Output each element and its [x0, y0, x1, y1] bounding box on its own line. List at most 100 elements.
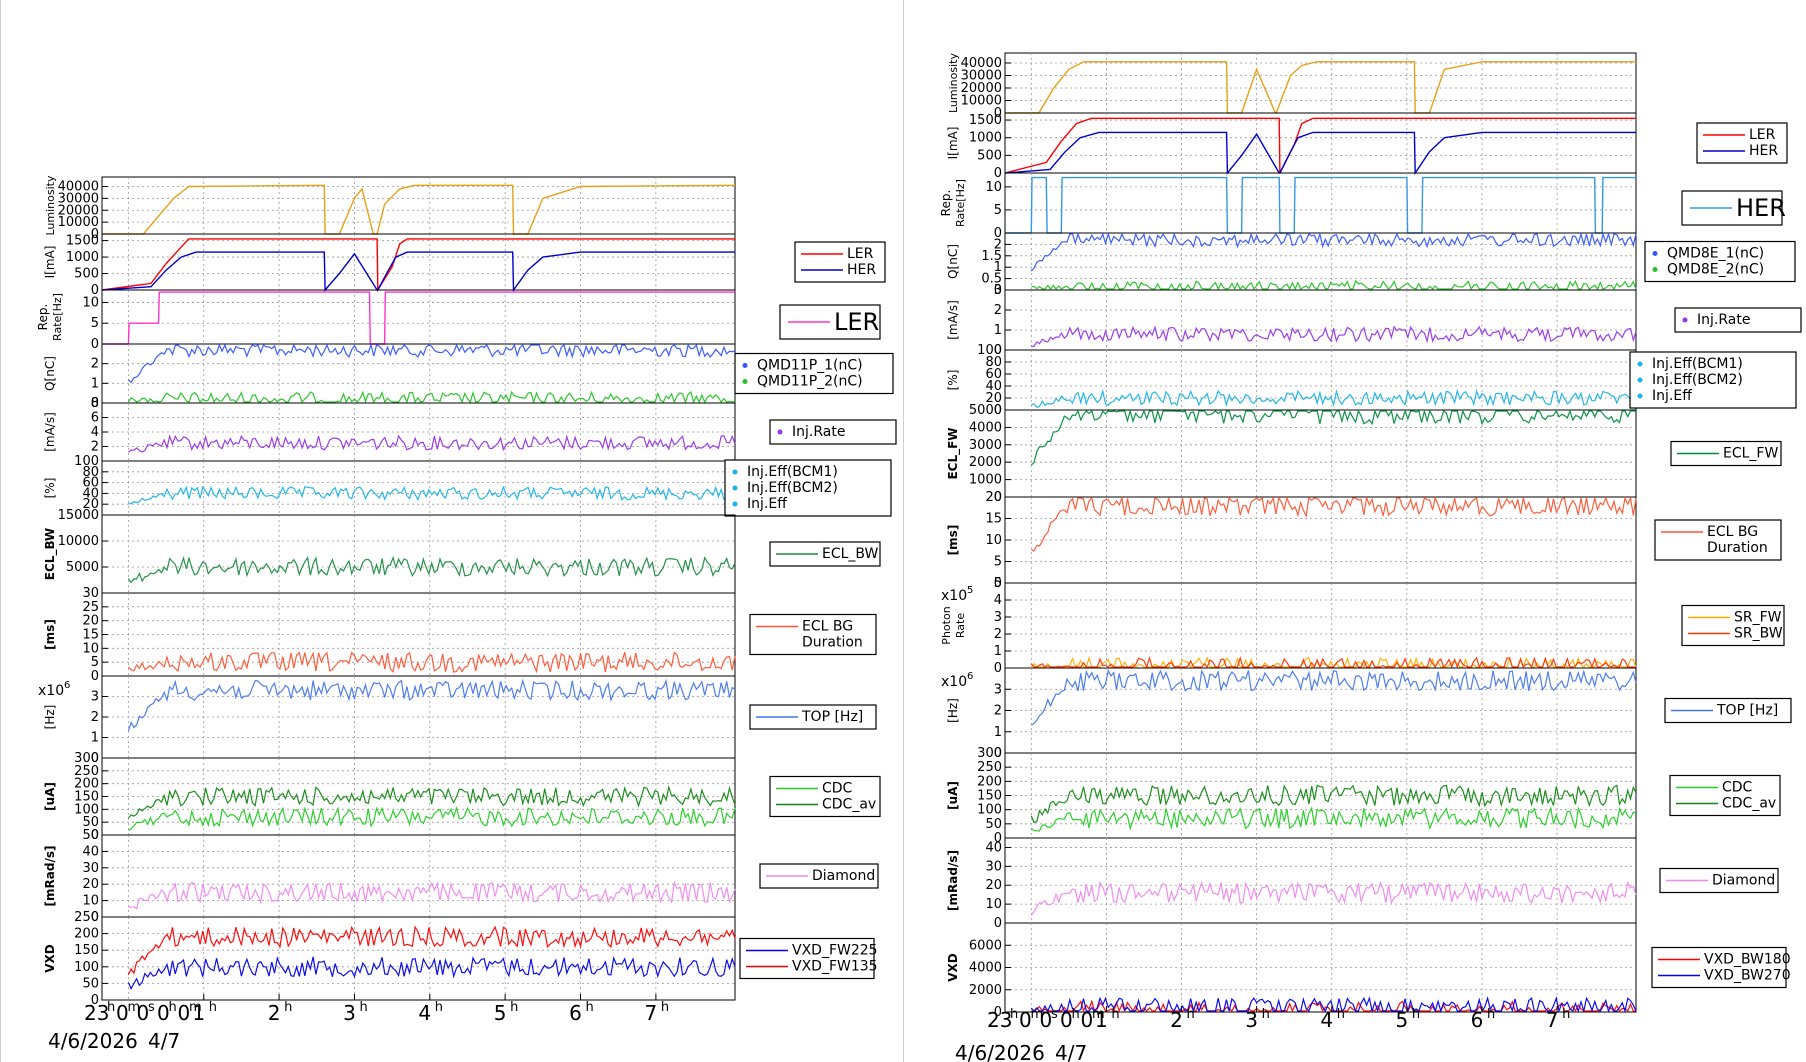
legend: Inj.Rate: [769, 419, 897, 445]
y-tick-label: 0: [91, 993, 99, 1008]
hour-tick-label: 4: [418, 1001, 431, 1025]
strip-1-5: 100806040200[%]Inj.Eff(BCM1)Inj.Eff(BCM2…: [946, 343, 1797, 418]
y-tick-label: 3000: [969, 438, 1002, 453]
y-tick-label: 5: [994, 576, 1002, 591]
y-tick-label: 300: [977, 746, 1002, 761]
y-tick-label: 6000: [969, 938, 1002, 953]
panel-left: 400003000020000100000Luminosity150010005…: [36, 175, 897, 1053]
hour-tick-unit: h: [1337, 1007, 1345, 1022]
y-tick-label: 0: [91, 828, 99, 843]
y-tick-label: 0: [994, 283, 1002, 298]
legend: Inj.Rate: [1674, 307, 1802, 333]
series-band-CDC_av: [127, 785, 736, 819]
y-tick-label: 250: [74, 764, 99, 779]
legend: ECL_FW: [1670, 440, 1782, 467]
y-tick-label: 0: [994, 490, 1002, 505]
y-axis-label: I[mA]: [946, 127, 960, 160]
legend-label: Inj.Rate: [792, 424, 845, 440]
legend-marker: [742, 379, 748, 384]
date-label-start: 4/6/2026: [48, 1029, 138, 1053]
y-axis-label: VXD: [43, 944, 57, 973]
hour-tick-label: 2: [268, 1001, 281, 1025]
y-tick-label: 0.5: [981, 272, 1002, 287]
legend-label: SR_FW: [1734, 610, 1782, 626]
series-band-ECL_BW: [127, 555, 736, 584]
hour-tick-unit: h: [284, 1000, 292, 1015]
y-tick-label: 5: [91, 316, 99, 331]
y-tick-label: 5: [91, 655, 99, 670]
y-tick-label: 20: [82, 877, 99, 892]
y-tick-label: 40000: [58, 180, 99, 195]
hour-tick-label: 1: [192, 1001, 205, 1025]
hour-tick-label: 6: [569, 1001, 582, 1025]
legend: HER: [1681, 190, 1786, 226]
time-tick: 0: [1081, 1008, 1094, 1032]
time-tick: 23: [987, 1008, 1012, 1032]
y-tick-label: 0: [91, 227, 99, 242]
series-band-Inj_Eff: [128, 485, 736, 505]
legend-label: QMD11P_1(nC): [757, 358, 863, 374]
legend-label: Inj.Eff: [747, 496, 787, 512]
y-axis-label: Q[nC]: [946, 244, 960, 279]
y-axis-label: [uA]: [43, 782, 57, 811]
y-tick-label: 1: [91, 376, 99, 391]
legend-marker: [742, 363, 748, 368]
y-tick-label: 30000: [58, 191, 99, 206]
legend-label: HER: [1736, 194, 1786, 222]
legend-box: [1654, 519, 1782, 561]
legend-box: [769, 419, 897, 445]
series-band-ECL_BG_Duration: [127, 651, 736, 674]
y-tick-label: 8: [91, 396, 99, 411]
y-axis-label: Rep.: [939, 190, 953, 217]
series-band-QMD8E_2_nC_: [1031, 279, 1637, 291]
y-tick-label: 0: [91, 337, 99, 352]
time-tick: 0: [137, 1001, 150, 1025]
legend-label: QMD11P_2(nC): [757, 374, 863, 390]
y-tick-label: 0: [994, 576, 1002, 591]
y-axis-label: Q[nC]: [43, 356, 57, 391]
time-tick-unit: h: [1072, 1007, 1080, 1022]
series-band-ECL_BG_Duration: [1031, 495, 1637, 552]
y-tick-label: 1500: [66, 234, 99, 249]
hour-tick-label: 5: [494, 1001, 507, 1025]
y-tick-label: 0: [994, 106, 1002, 121]
legend-marker: [732, 469, 738, 475]
y-axis-label: Rate[Hz]: [954, 179, 967, 227]
legend-box: [794, 241, 886, 283]
legend-marker: [1652, 267, 1658, 272]
y-tick-label: 0: [91, 751, 99, 766]
series-line-Luminosity: [102, 184, 736, 235]
strip-frame: [1004, 289, 1637, 351]
hour-tick-label: 3: [1245, 1008, 1258, 1032]
y-tick-label: 20: [985, 878, 1002, 893]
series-band-Diamond: [128, 880, 736, 910]
legend: Diamond: [1659, 867, 1779, 894]
time-tick-unit: m: [1092, 1007, 1105, 1022]
y-tick-label: 1: [994, 323, 1002, 338]
strip-frame: [101, 289, 736, 345]
y-axis-label: Photon: [940, 606, 953, 644]
y-tick-label: 30: [82, 861, 99, 876]
y-axis-label: VXD: [946, 953, 960, 982]
legend-label: ECL_FW: [1723, 446, 1778, 462]
y-axis-label: [uA]: [946, 781, 960, 810]
y-tick-label: 15: [82, 628, 99, 643]
panel-right: 400003000020000100000Luminosity150010005…: [939, 52, 1802, 1062]
y-tick-label: 20000: [961, 81, 1002, 96]
y-multiplier-exp: 6: [967, 671, 973, 682]
y-tick-label: 0: [994, 661, 1002, 676]
hour-tick-unit: h: [661, 1000, 669, 1015]
y-tick-label: 0: [994, 343, 1002, 358]
y-axis-label: [Hz]: [946, 698, 960, 723]
legend-label: TOP [Hz]: [801, 709, 863, 725]
